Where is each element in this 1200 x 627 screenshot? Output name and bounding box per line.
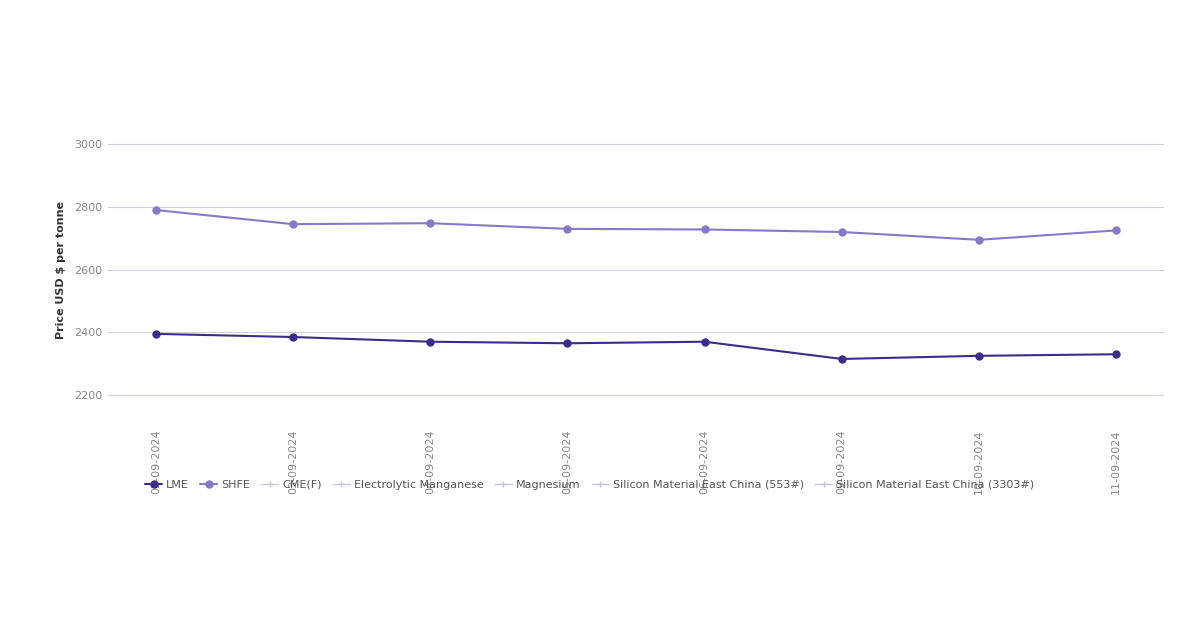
SHFE [286,221,300,228]
LME [1109,350,1123,358]
LME [697,338,712,345]
SHFE [1109,227,1123,234]
Line: LME: LME [152,330,1120,362]
SHFE [834,228,848,236]
LME [149,330,163,338]
LME [286,334,300,341]
Legend: LME, SHFE, CME(F), Electrolytic Manganese, Magnesium, Silicon Material East Chin: LME, SHFE, CME(F), Electrolytic Manganes… [145,480,1034,490]
Y-axis label: Price USD $ per tonne: Price USD $ per tonne [56,201,66,339]
SHFE [697,226,712,233]
SHFE [972,236,986,243]
SHFE [560,225,575,233]
SHFE [424,219,438,227]
LME [560,340,575,347]
SHFE [149,206,163,214]
LME [972,352,986,360]
Line: SHFE: SHFE [152,206,1120,243]
LME [834,355,848,362]
LME [424,338,438,345]
